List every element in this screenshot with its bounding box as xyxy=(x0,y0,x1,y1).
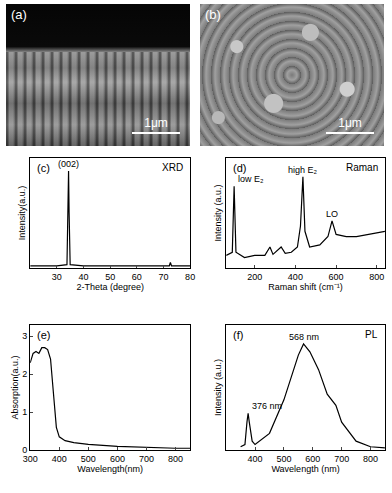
svg-text:Wavelength (nm): Wavelength (nm) xyxy=(271,464,339,474)
svg-text:800: 800 xyxy=(168,454,183,464)
html-text:1μm: 1μm xyxy=(338,116,362,130)
svg-text:70: 70 xyxy=(158,272,168,282)
svg-text:600: 600 xyxy=(110,454,125,464)
svg-text:600: 600 xyxy=(329,272,344,282)
svg-text:2: 2 xyxy=(22,369,27,379)
svg-text:40: 40 xyxy=(78,272,88,282)
svg-text:LO: LO xyxy=(326,209,338,219)
svg-text:(f): (f) xyxy=(233,329,243,341)
svg-text:400: 400 xyxy=(248,454,263,464)
html-text:(b): (b) xyxy=(205,7,221,22)
svg-text:0: 0 xyxy=(22,445,27,455)
svg-text:700: 700 xyxy=(334,454,349,464)
svg-text:Intensity (a.u.): Intensity (a.u.) xyxy=(213,359,223,416)
svg-text:50: 50 xyxy=(105,272,115,282)
html-text:(a): (a) xyxy=(11,7,27,22)
svg-text:low E₂: low E₂ xyxy=(238,174,264,184)
svg-text:600: 600 xyxy=(305,454,320,464)
html-text:1μm: 1μm xyxy=(144,116,168,130)
svg-text:Raman shift (cm⁻¹): Raman shift (cm⁻¹) xyxy=(268,282,343,292)
svg-text:200: 200 xyxy=(247,272,262,282)
svg-text:1: 1 xyxy=(22,407,27,417)
svg-text:400: 400 xyxy=(288,272,303,282)
svg-text:Absorption(a.u.): Absorption(a.u.) xyxy=(10,356,20,420)
svg-text:XRD: XRD xyxy=(162,162,183,173)
svg-text:400: 400 xyxy=(52,454,67,464)
svg-text:high E₂: high E₂ xyxy=(288,165,318,175)
svg-text:300: 300 xyxy=(23,454,38,464)
svg-text:500: 500 xyxy=(276,454,291,464)
svg-text:60: 60 xyxy=(132,272,142,282)
svg-text:PL: PL xyxy=(365,329,378,340)
svg-text:800: 800 xyxy=(363,454,378,464)
svg-text:700: 700 xyxy=(139,454,154,464)
svg-text:2-Theta (degree): 2-Theta (degree) xyxy=(76,282,144,292)
svg-text:30: 30 xyxy=(52,272,62,282)
svg-text:Intensity(a.u.): Intensity(a.u.) xyxy=(17,186,27,241)
svg-text:Raman: Raman xyxy=(346,162,378,173)
svg-text:(e): (e) xyxy=(37,329,50,341)
svg-text:Wavelength(nm): Wavelength(nm) xyxy=(77,464,143,474)
svg-text:376 nm: 376 nm xyxy=(252,401,282,411)
svg-text:(d): (d) xyxy=(233,162,246,174)
svg-text:(002): (002) xyxy=(58,159,79,169)
svg-text:568 nm: 568 nm xyxy=(289,332,319,342)
svg-text:3: 3 xyxy=(22,331,27,341)
svg-text:(c): (c) xyxy=(37,162,50,174)
svg-text:500: 500 xyxy=(81,454,96,464)
svg-text:Intensity (a.u.): Intensity (a.u.) xyxy=(213,184,223,241)
svg-text:80: 80 xyxy=(185,272,195,282)
svg-text:800: 800 xyxy=(369,272,384,282)
